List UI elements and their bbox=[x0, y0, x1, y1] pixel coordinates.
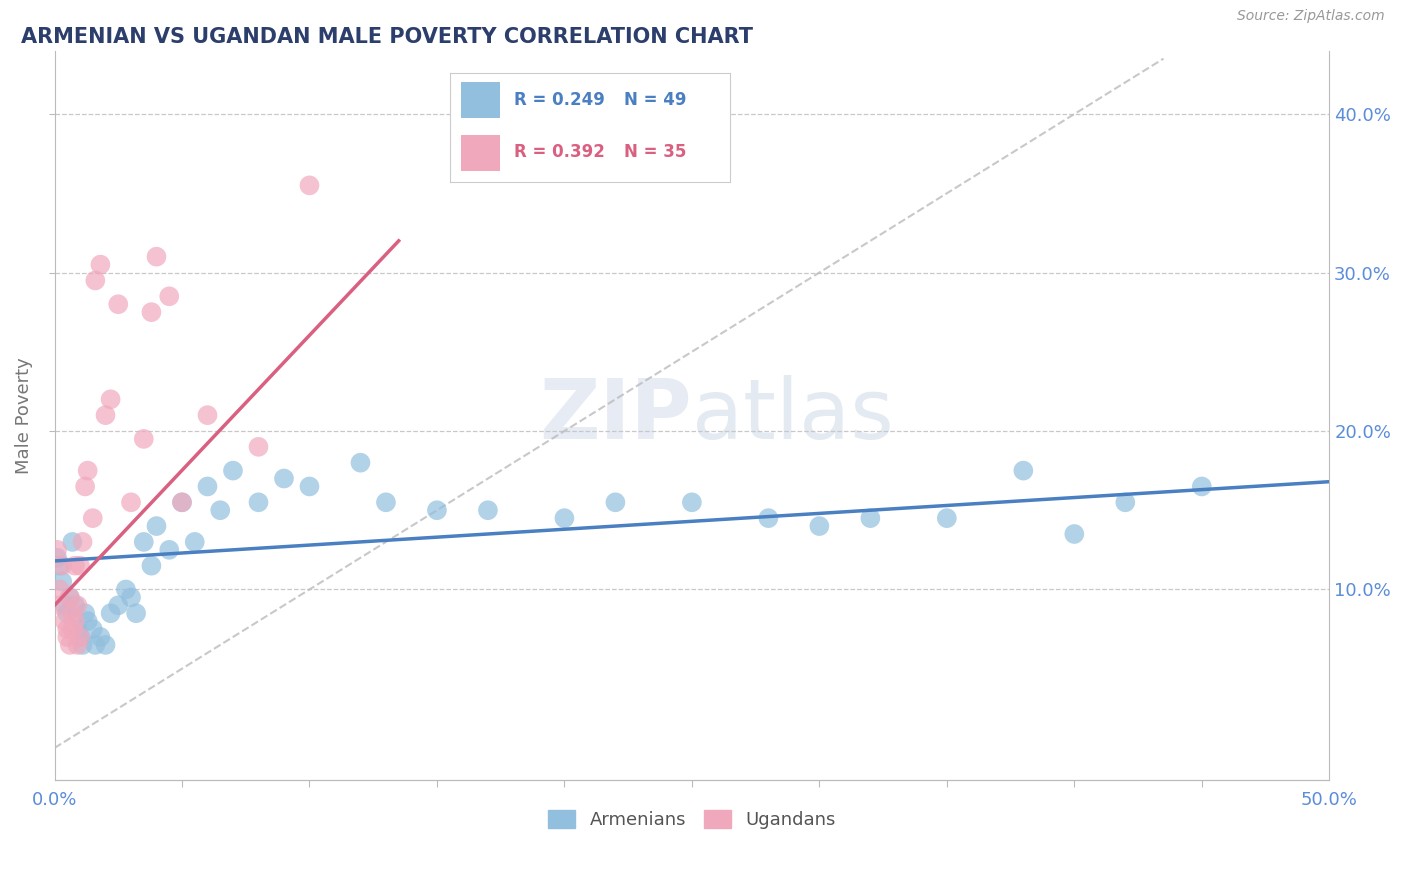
Point bbox=[145, 250, 167, 264]
Point bbox=[184, 535, 207, 549]
Point bbox=[84, 273, 107, 287]
Point bbox=[51, 558, 73, 573]
Point bbox=[56, 606, 79, 620]
Text: Source: ZipAtlas.com: Source: ZipAtlas.com bbox=[1237, 9, 1385, 23]
Point bbox=[89, 630, 111, 644]
Point bbox=[72, 638, 94, 652]
Point bbox=[247, 495, 270, 509]
Point bbox=[170, 495, 193, 509]
Point bbox=[72, 535, 94, 549]
Point bbox=[247, 440, 270, 454]
Point bbox=[209, 503, 232, 517]
Point bbox=[53, 614, 76, 628]
Point bbox=[56, 622, 79, 636]
Point bbox=[859, 511, 882, 525]
Point bbox=[66, 599, 89, 613]
Point bbox=[69, 630, 91, 644]
Point bbox=[94, 408, 117, 422]
Point bbox=[66, 638, 89, 652]
Point bbox=[758, 511, 780, 525]
Point bbox=[100, 606, 122, 620]
Point bbox=[1012, 464, 1035, 478]
Point bbox=[120, 591, 142, 605]
Point bbox=[1114, 495, 1136, 509]
Point bbox=[59, 591, 82, 605]
Point bbox=[808, 519, 831, 533]
Point bbox=[298, 178, 321, 193]
Point bbox=[75, 479, 97, 493]
Point bbox=[76, 464, 98, 478]
Point bbox=[107, 599, 129, 613]
Point bbox=[553, 511, 575, 525]
Point bbox=[89, 258, 111, 272]
Point bbox=[141, 558, 163, 573]
Point bbox=[145, 519, 167, 533]
Point bbox=[63, 558, 86, 573]
Point bbox=[46, 550, 69, 565]
Point bbox=[48, 582, 70, 597]
Point bbox=[56, 630, 79, 644]
Point bbox=[115, 582, 138, 597]
Point bbox=[66, 622, 89, 636]
Point bbox=[48, 558, 70, 573]
Point bbox=[935, 511, 957, 525]
Point bbox=[46, 542, 69, 557]
Point bbox=[60, 622, 83, 636]
Point bbox=[69, 630, 91, 644]
Point bbox=[100, 392, 122, 407]
Point bbox=[197, 408, 219, 422]
Point bbox=[1063, 527, 1085, 541]
Point bbox=[605, 495, 627, 509]
Point bbox=[298, 479, 321, 493]
Point bbox=[53, 599, 76, 613]
Y-axis label: Male Poverty: Male Poverty bbox=[15, 357, 32, 474]
Point bbox=[170, 495, 193, 509]
Point bbox=[59, 591, 82, 605]
Point bbox=[69, 558, 91, 573]
Point bbox=[349, 456, 371, 470]
Point bbox=[120, 495, 142, 509]
Point bbox=[63, 599, 86, 613]
Legend: Armenians, Ugandans: Armenians, Ugandans bbox=[541, 803, 844, 836]
Point bbox=[48, 599, 70, 613]
Point bbox=[132, 535, 155, 549]
Point bbox=[60, 606, 83, 620]
Point bbox=[84, 638, 107, 652]
Point bbox=[157, 289, 180, 303]
Point bbox=[426, 503, 449, 517]
Point bbox=[197, 479, 219, 493]
Point bbox=[107, 297, 129, 311]
Point bbox=[681, 495, 703, 509]
Point bbox=[59, 638, 82, 652]
Point bbox=[157, 542, 180, 557]
Point bbox=[125, 606, 148, 620]
Point bbox=[375, 495, 398, 509]
Point bbox=[222, 464, 245, 478]
Point bbox=[51, 574, 73, 589]
Point bbox=[94, 638, 117, 652]
Point bbox=[141, 305, 163, 319]
Point bbox=[82, 622, 104, 636]
Point bbox=[63, 614, 86, 628]
Point bbox=[1191, 479, 1213, 493]
Point bbox=[60, 535, 83, 549]
Point bbox=[82, 511, 104, 525]
Point bbox=[76, 614, 98, 628]
Point bbox=[75, 606, 97, 620]
Point bbox=[132, 432, 155, 446]
Point bbox=[273, 471, 295, 485]
Text: atlas: atlas bbox=[692, 375, 894, 456]
Text: ZIP: ZIP bbox=[540, 375, 692, 456]
Point bbox=[477, 503, 499, 517]
Text: ARMENIAN VS UGANDAN MALE POVERTY CORRELATION CHART: ARMENIAN VS UGANDAN MALE POVERTY CORRELA… bbox=[21, 27, 754, 46]
